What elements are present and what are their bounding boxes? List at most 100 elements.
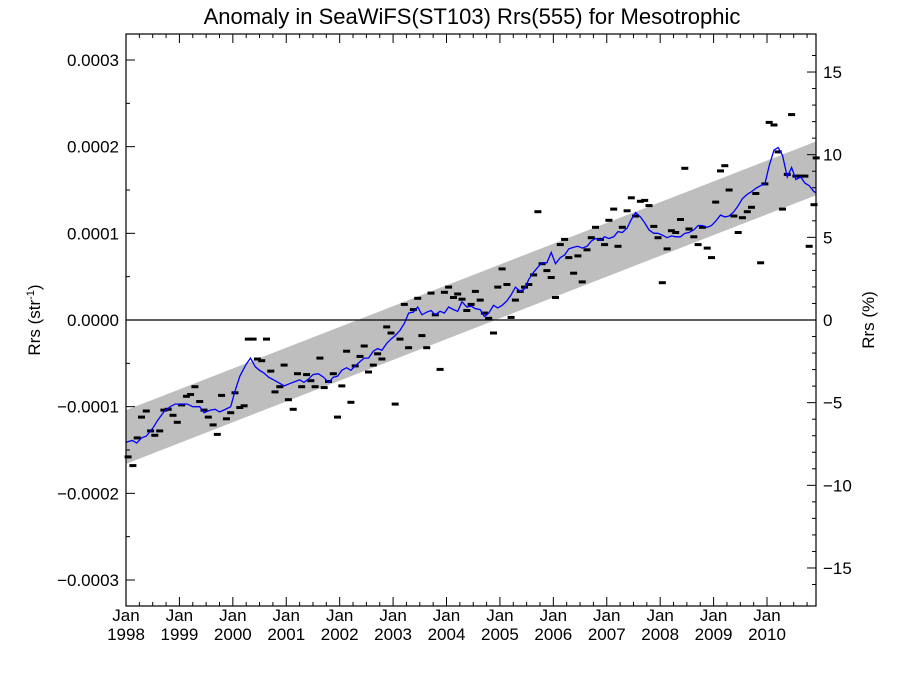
data-point <box>650 224 658 228</box>
y-axis-right-ticks: 15 10 5 0 −5 −10 −15 <box>807 54 852 586</box>
data-point <box>774 150 782 154</box>
data-point <box>587 236 595 240</box>
x-tick-label-year: 2010 <box>748 625 786 644</box>
data-point <box>498 267 506 271</box>
data-point <box>658 281 666 285</box>
data-point <box>222 417 230 421</box>
x-tick-label-month: Jan <box>540 606 567 625</box>
x-tick-label-year: 2004 <box>428 625 466 644</box>
data-point <box>187 393 195 396</box>
data-point <box>623 209 631 213</box>
data-point <box>129 464 137 468</box>
data-point <box>471 289 479 293</box>
x-tick-label-year: 2003 <box>374 625 412 644</box>
data-point <box>583 248 591 252</box>
x-tick-label-month: Jan <box>326 606 353 625</box>
y-left-tick-label: −0.0002 <box>57 484 119 503</box>
data-point <box>570 271 578 275</box>
y-left-tick-label: 0.0003 <box>67 51 119 70</box>
data-point <box>289 407 297 411</box>
data-point <box>369 363 377 367</box>
y-right-tick-label: 15 <box>823 63 842 82</box>
data-point <box>169 413 177 417</box>
data-point <box>556 243 564 247</box>
data-point <box>307 379 315 383</box>
data-point <box>534 210 542 214</box>
data-point <box>467 302 475 306</box>
data-point <box>765 120 773 124</box>
data-point <box>738 216 746 220</box>
data-points-layer <box>124 113 820 468</box>
data-point <box>298 385 306 389</box>
data-point <box>209 423 217 427</box>
data-point <box>240 404 248 408</box>
data-point <box>592 225 599 229</box>
y-left-tick-label: 0.0002 <box>67 138 119 157</box>
y-axis-left-label: Rrs (str-1) <box>25 284 44 355</box>
data-point <box>182 394 190 398</box>
data-point <box>173 420 181 424</box>
x-tick-label-month: Jan <box>273 606 300 625</box>
data-point <box>770 123 778 127</box>
data-point <box>311 385 319 389</box>
data-point <box>463 309 471 312</box>
x-tick-label-month: Jan <box>219 606 246 625</box>
data-point <box>654 236 662 240</box>
data-point <box>276 385 284 389</box>
data-point <box>405 346 413 350</box>
data-point <box>436 367 444 371</box>
data-point <box>601 243 609 247</box>
data-point <box>552 296 559 299</box>
data-point <box>178 403 186 407</box>
data-point <box>511 298 519 302</box>
data-point <box>445 285 453 289</box>
data-point <box>387 331 395 335</box>
data-point <box>698 225 706 229</box>
data-point <box>632 214 640 218</box>
data-point <box>596 237 604 241</box>
data-point <box>343 349 351 353</box>
trend-band-layer <box>126 141 816 464</box>
data-point <box>507 315 515 319</box>
data-point <box>717 169 724 173</box>
data-point <box>610 207 618 211</box>
data-point <box>721 164 729 168</box>
data-point <box>204 415 212 419</box>
y-left-tick-label: −0.0001 <box>57 398 119 417</box>
data-point <box>708 256 715 260</box>
y-left-tick-label: −0.0003 <box>57 571 119 590</box>
y-right-tick-label: 10 <box>823 146 842 165</box>
data-point <box>303 373 311 377</box>
data-point <box>244 337 252 341</box>
y-axis-left-label-close: ) <box>25 284 44 290</box>
data-point <box>480 311 488 315</box>
data-point <box>409 308 417 312</box>
data-point <box>151 433 159 437</box>
data-point <box>263 337 270 341</box>
data-point <box>521 285 528 289</box>
data-point <box>681 166 689 170</box>
x-tick-label-month: Jan <box>593 606 620 625</box>
y-right-tick-label: −5 <box>823 394 842 413</box>
x-tick-label-month: Jan <box>700 606 727 625</box>
data-point <box>400 302 408 306</box>
data-point <box>805 244 813 248</box>
data-point <box>454 292 462 296</box>
data-point <box>801 174 809 178</box>
data-point <box>142 409 150 413</box>
data-point <box>329 372 337 376</box>
x-tick-label-month: Jan <box>486 606 513 625</box>
y-axis-left-ticks: 0.0003 0.0002 0.0001 0.0000 −0.0001 −0.0002 −0… <box>57 51 135 590</box>
data-point <box>378 357 386 361</box>
data-point <box>788 113 796 117</box>
data-point <box>694 243 702 247</box>
data-point <box>450 296 457 299</box>
data-point <box>347 400 355 404</box>
data-point <box>725 188 733 192</box>
data-point <box>383 325 391 329</box>
x-tick-label-month: Jan <box>166 606 193 625</box>
data-point <box>690 235 698 239</box>
data-point <box>191 385 199 389</box>
data-point <box>124 455 132 459</box>
data-point <box>743 210 751 214</box>
